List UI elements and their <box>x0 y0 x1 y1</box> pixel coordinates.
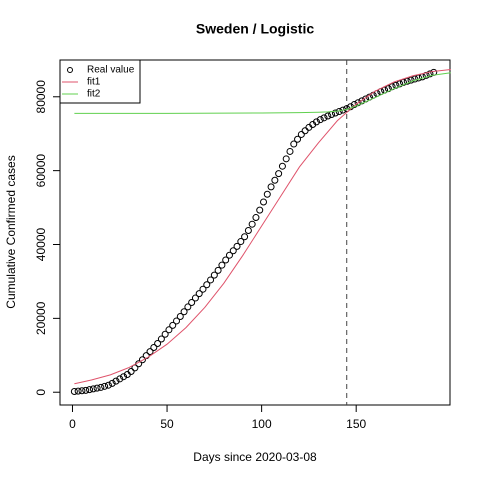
data-point <box>282 155 290 163</box>
data-point <box>104 381 112 389</box>
data-point <box>157 335 165 343</box>
y-tick-label: 80000 <box>34 80 48 114</box>
legend-label: fit1 <box>87 77 101 88</box>
data-point <box>184 303 192 311</box>
data-point <box>82 386 90 394</box>
data-point <box>161 330 169 338</box>
data-point <box>70 387 78 395</box>
data-point <box>244 226 252 234</box>
data-point <box>112 377 120 385</box>
data-point <box>89 385 97 393</box>
legend-marker <box>67 67 73 73</box>
data-point <box>233 242 241 250</box>
data-point <box>169 321 177 329</box>
y-tick-label: 20000 <box>34 301 48 335</box>
data-point <box>241 233 249 241</box>
y-tick-label: 40000 <box>34 227 48 261</box>
y-axis-label: Cumulative Confirmed cases <box>4 155 18 308</box>
data-point <box>214 266 222 274</box>
data-point <box>263 190 271 198</box>
data-point <box>86 386 94 394</box>
fit-line <box>74 72 451 114</box>
data-point <box>324 112 332 120</box>
legend-label: fit2 <box>87 89 101 100</box>
y-tick-label: 0 <box>34 389 48 396</box>
data-point <box>256 206 264 214</box>
data-point <box>278 162 286 170</box>
x-tick-label: 150 <box>346 417 366 431</box>
data-point <box>331 109 339 117</box>
data-point <box>339 106 347 114</box>
x-tick-label: 0 <box>69 417 76 431</box>
data-point <box>101 382 109 390</box>
data-point <box>195 290 203 298</box>
data-point <box>229 247 237 255</box>
legend-label: Real value <box>87 65 135 76</box>
data-point <box>93 384 101 392</box>
data-point <box>218 261 226 269</box>
data-point <box>320 114 328 122</box>
x-tick-label: 100 <box>252 417 272 431</box>
data-point <box>237 238 245 246</box>
data-point <box>403 77 411 85</box>
data-point <box>426 70 434 78</box>
data-point <box>294 135 302 143</box>
fit-line <box>74 68 451 385</box>
data-point <box>350 101 358 109</box>
y-tick-label: 60000 <box>34 154 48 188</box>
data-point <box>165 326 173 334</box>
data-point <box>180 308 188 316</box>
data-point <box>275 170 283 178</box>
data-point <box>188 298 196 306</box>
data-point <box>286 147 294 155</box>
data-point <box>225 251 233 259</box>
data-point <box>97 383 105 391</box>
data-point <box>301 127 309 135</box>
x-tick-label: 50 <box>160 417 174 431</box>
data-point <box>138 356 146 364</box>
data-point <box>422 71 430 79</box>
data-point <box>260 198 268 206</box>
chart-title: Sweden / Logistic <box>196 21 314 37</box>
data-point <box>316 116 324 124</box>
data-point <box>146 348 154 356</box>
data-point <box>108 379 116 387</box>
data-point <box>252 214 260 222</box>
data-point <box>222 256 230 264</box>
data-point <box>203 281 211 289</box>
data-point <box>154 339 162 347</box>
data-point <box>267 183 275 191</box>
data-point <box>297 130 305 138</box>
data-point <box>210 271 218 279</box>
data-point <box>207 276 215 284</box>
data-point <box>120 373 128 381</box>
data-point <box>290 140 298 148</box>
data-point <box>74 387 82 395</box>
data-point <box>78 387 86 395</box>
data-point <box>150 344 158 352</box>
x-axis-label: Days since 2020-03-08 <box>193 450 317 464</box>
data-point <box>248 220 256 228</box>
data-point <box>312 118 320 126</box>
data-point <box>176 313 184 321</box>
data-point <box>328 111 336 119</box>
data-point <box>127 368 135 376</box>
plot-frame <box>59 59 451 406</box>
data-point <box>191 294 199 302</box>
data-point <box>173 317 181 325</box>
data-point <box>199 285 207 293</box>
data-point <box>271 176 279 184</box>
data-point <box>116 375 124 383</box>
